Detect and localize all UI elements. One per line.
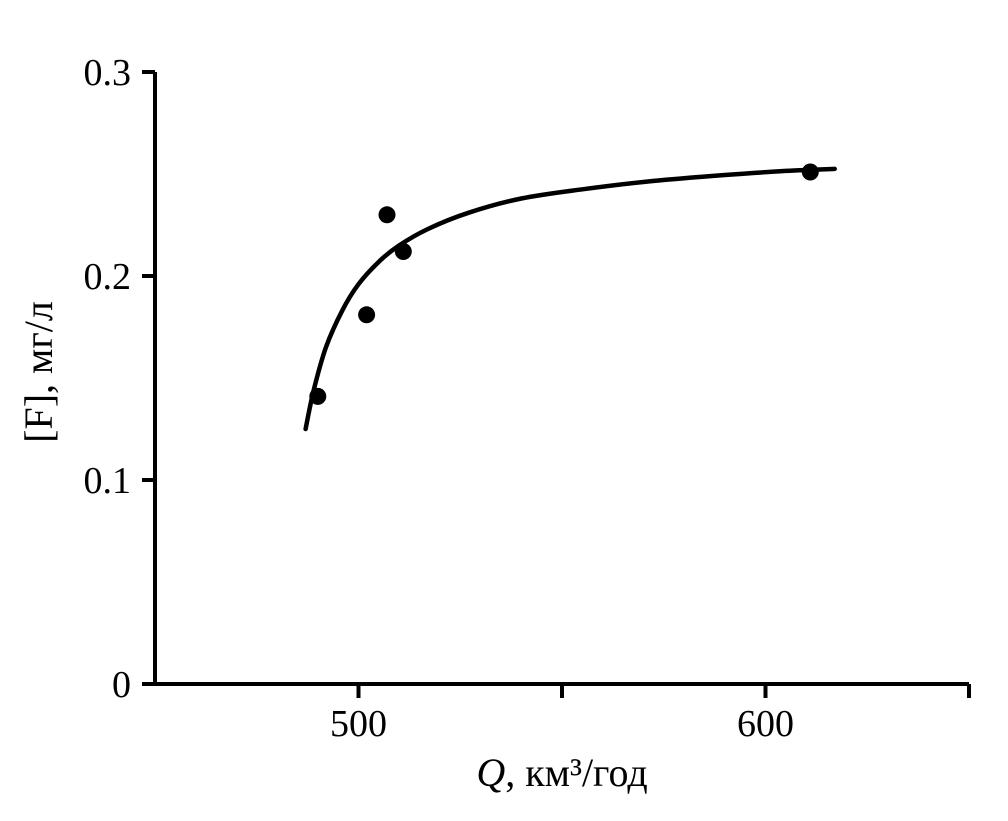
x-axis-label: Q, км³/год	[476, 750, 647, 795]
data-point	[378, 206, 396, 224]
axes-layer: 0 0.1 0.2 0.3 500 600	[84, 52, 971, 745]
data-point	[309, 387, 327, 405]
y-tick-label: 0.3	[84, 52, 132, 94]
x-axis-label-units: , км³/год	[505, 750, 647, 795]
axis-spines	[153, 72, 969, 686]
data-point	[358, 306, 376, 324]
x-axis-label-variable: Q	[476, 750, 505, 795]
series-layer	[303, 163, 837, 432]
data-point	[394, 243, 412, 260]
x-tick-label: 500	[330, 703, 387, 745]
data-point	[801, 163, 819, 181]
x-tick-label: 600	[737, 703, 794, 745]
fit-curve	[303, 166, 837, 432]
y-tick-label: 0.2	[84, 256, 132, 298]
y-tick-label: 0	[112, 664, 131, 706]
y-tick-label: 0.1	[84, 460, 132, 502]
y-axis-label: [F], мг/л	[16, 301, 61, 443]
